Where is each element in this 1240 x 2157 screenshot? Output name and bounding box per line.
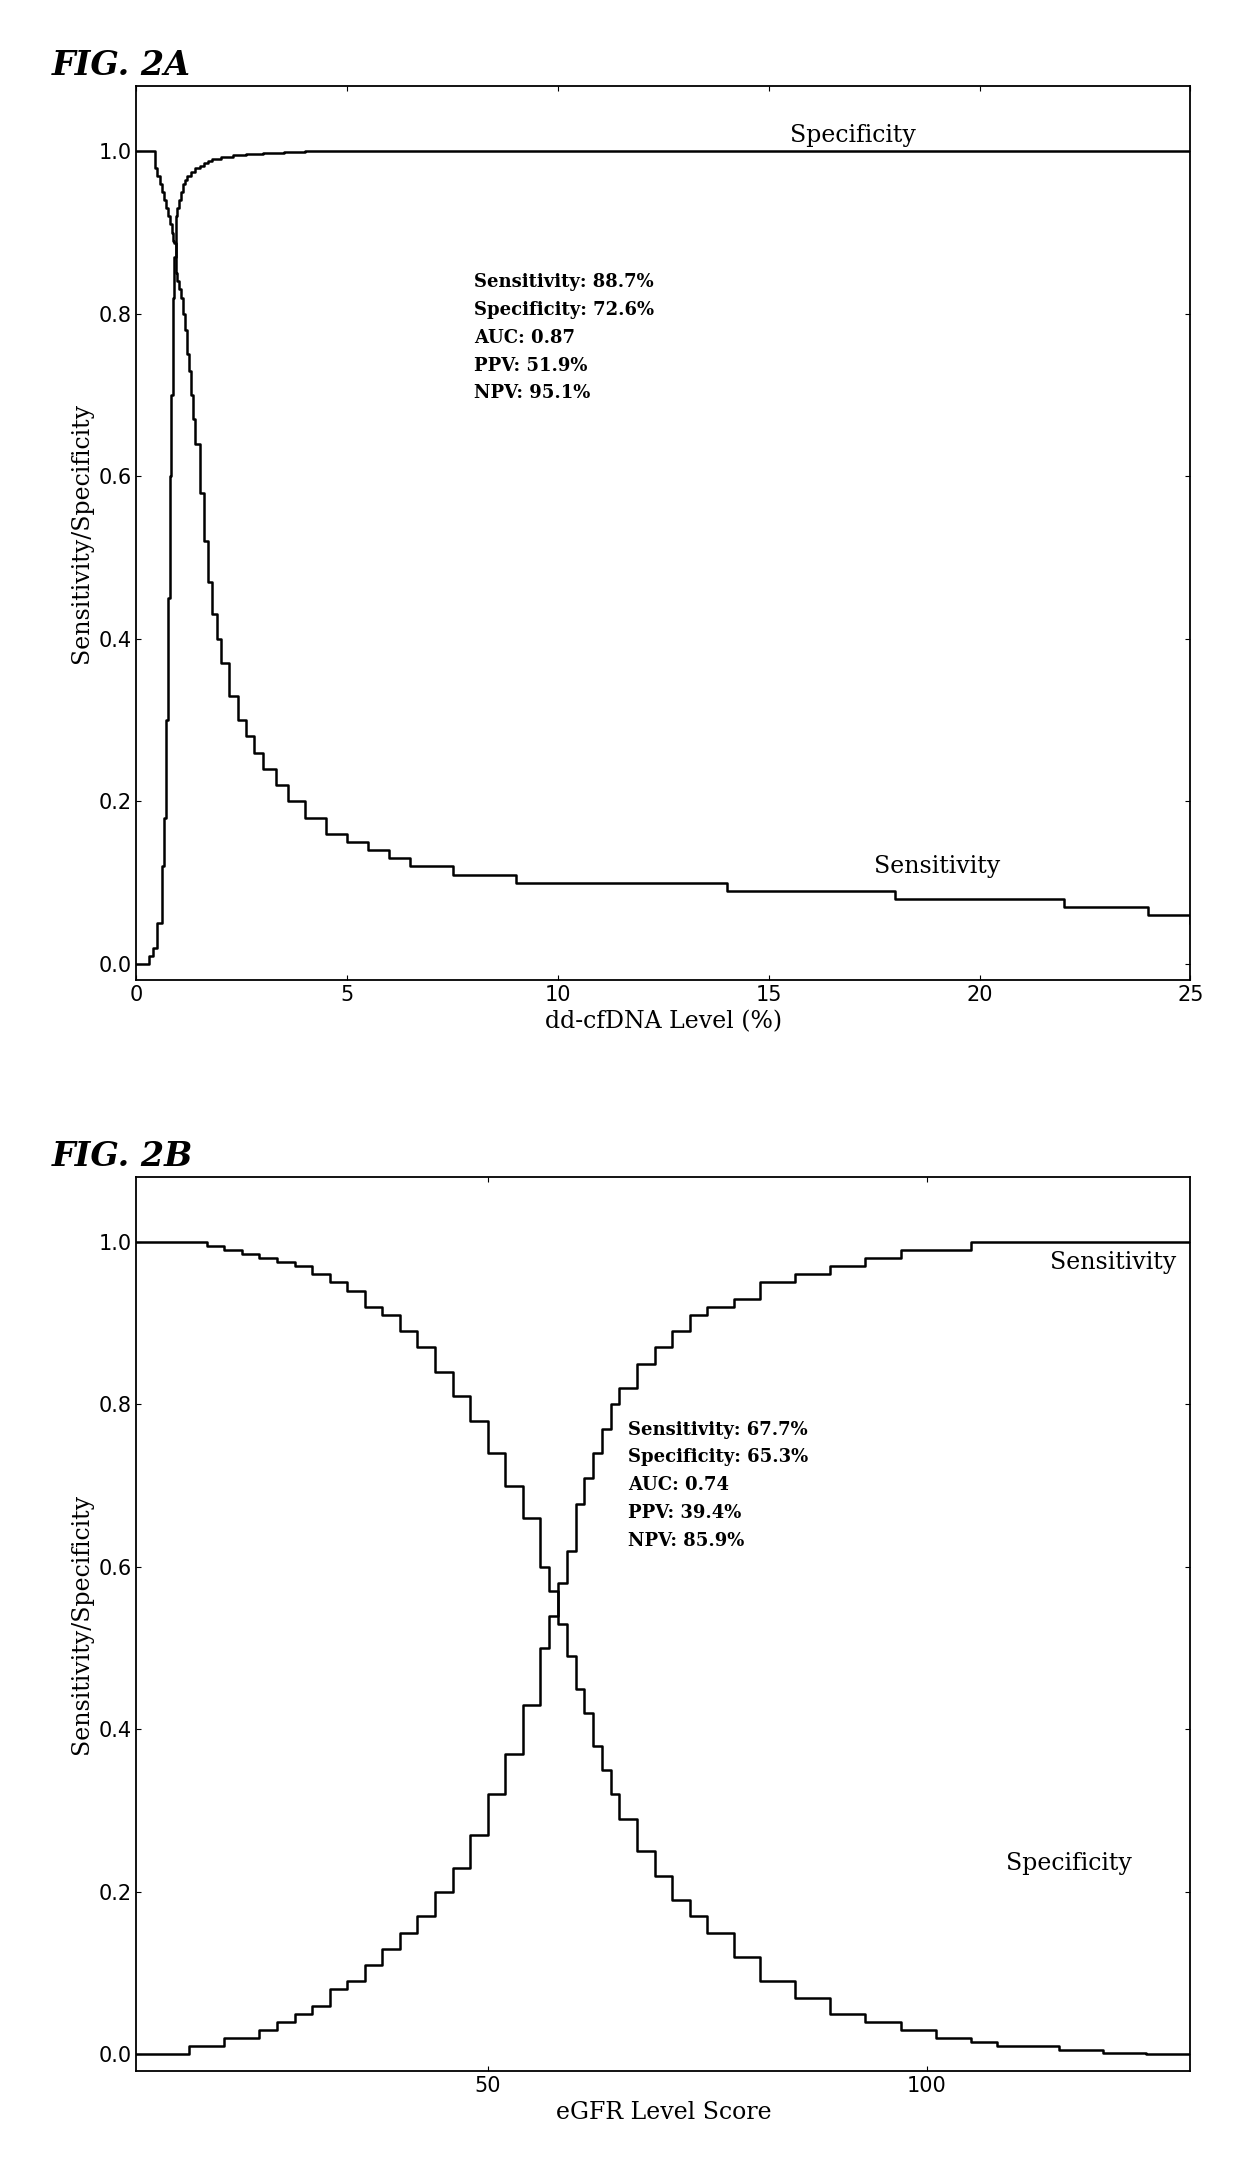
Text: Sensitivity: Sensitivity [1050, 1251, 1176, 1273]
Text: Specificity: Specificity [790, 125, 916, 147]
Text: FIG. 2A: FIG. 2A [52, 50, 191, 82]
X-axis label: dd-cfDNA Level (%): dd-cfDNA Level (%) [544, 1012, 782, 1033]
Y-axis label: Sensitivity/Specificity: Sensitivity/Specificity [69, 403, 93, 664]
X-axis label: eGFR Level Score: eGFR Level Score [556, 2101, 771, 2125]
Y-axis label: Sensitivity/Specificity: Sensitivity/Specificity [69, 1493, 93, 1754]
Text: Sensitivity: 67.7%
Specificity: 65.3%
AUC: 0.74
PPV: 39.4%
NPV: 85.9%: Sensitivity: 67.7% Specificity: 65.3% AU… [629, 1421, 808, 1551]
Text: FIG. 2B: FIG. 2B [52, 1139, 193, 1173]
Text: Sensitivity: 88.7%
Specificity: 72.6%
AUC: 0.87
PPV: 51.9%
NPV: 95.1%: Sensitivity: 88.7% Specificity: 72.6% AU… [474, 274, 653, 403]
Text: Sensitivity: Sensitivity [874, 854, 1001, 878]
Text: Specificity: Specificity [1006, 1853, 1132, 1874]
